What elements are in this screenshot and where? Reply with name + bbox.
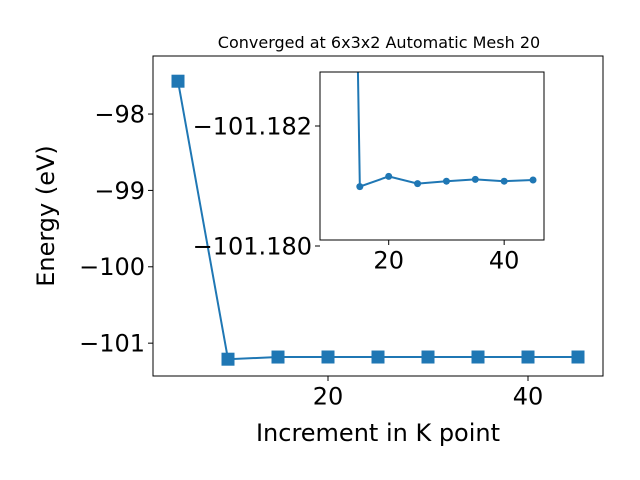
main-data-point	[521, 350, 535, 364]
inset-data-point	[471, 175, 479, 183]
inset-data-point	[442, 177, 450, 185]
x-axis-label: Increment in K point	[256, 419, 500, 447]
main-x-axis: 20 40	[313, 376, 544, 410]
inset-data-point	[529, 176, 537, 184]
inset-data-point	[500, 177, 508, 185]
inset-y-tick-label: −101.182	[193, 112, 312, 140]
inset-series	[356, 72, 537, 191]
main-data-point	[221, 352, 235, 366]
inset-series-line	[356, 72, 534, 189]
inset-data-point	[414, 180, 422, 188]
main-x-tick-label: 40	[513, 382, 544, 410]
main-plot-frame	[152, 55, 604, 377]
inset-y-tick-label: −101.180	[193, 232, 312, 260]
main-y-tick-label: −99	[94, 177, 145, 205]
main-data-point	[321, 350, 335, 364]
y-axis-label: Energy (eV)	[32, 145, 60, 287]
main-y-tick-label: −100	[79, 253, 145, 281]
main-data-point	[371, 350, 385, 364]
main-data-point	[571, 350, 585, 364]
main-x-tick-label: 20	[313, 382, 344, 410]
main-data-point	[171, 74, 185, 88]
inset-x-axis: 20 40	[373, 240, 519, 274]
inset-x-tick-label: 40	[489, 246, 520, 274]
inset-plot-frame	[319, 71, 545, 241]
chart-title: Converged at 6x3x2 Automatic Mesh 20	[218, 33, 540, 52]
main-series	[171, 74, 585, 366]
inset-plot-background	[320, 72, 544, 240]
inset-x-tick-label: 20	[373, 246, 404, 274]
main-data-point	[271, 350, 285, 364]
main-y-tick-label: −98	[94, 100, 145, 128]
main-y-axis: −98 −99 −100 −101	[79, 100, 153, 358]
main-data-point	[421, 350, 435, 364]
inset-data-point	[356, 183, 364, 191]
main-data-point	[471, 350, 485, 364]
inset-y-axis: −101.182 −101.180	[193, 112, 320, 260]
main-y-tick-label: −101	[79, 330, 145, 358]
inset-data-point	[385, 172, 393, 180]
